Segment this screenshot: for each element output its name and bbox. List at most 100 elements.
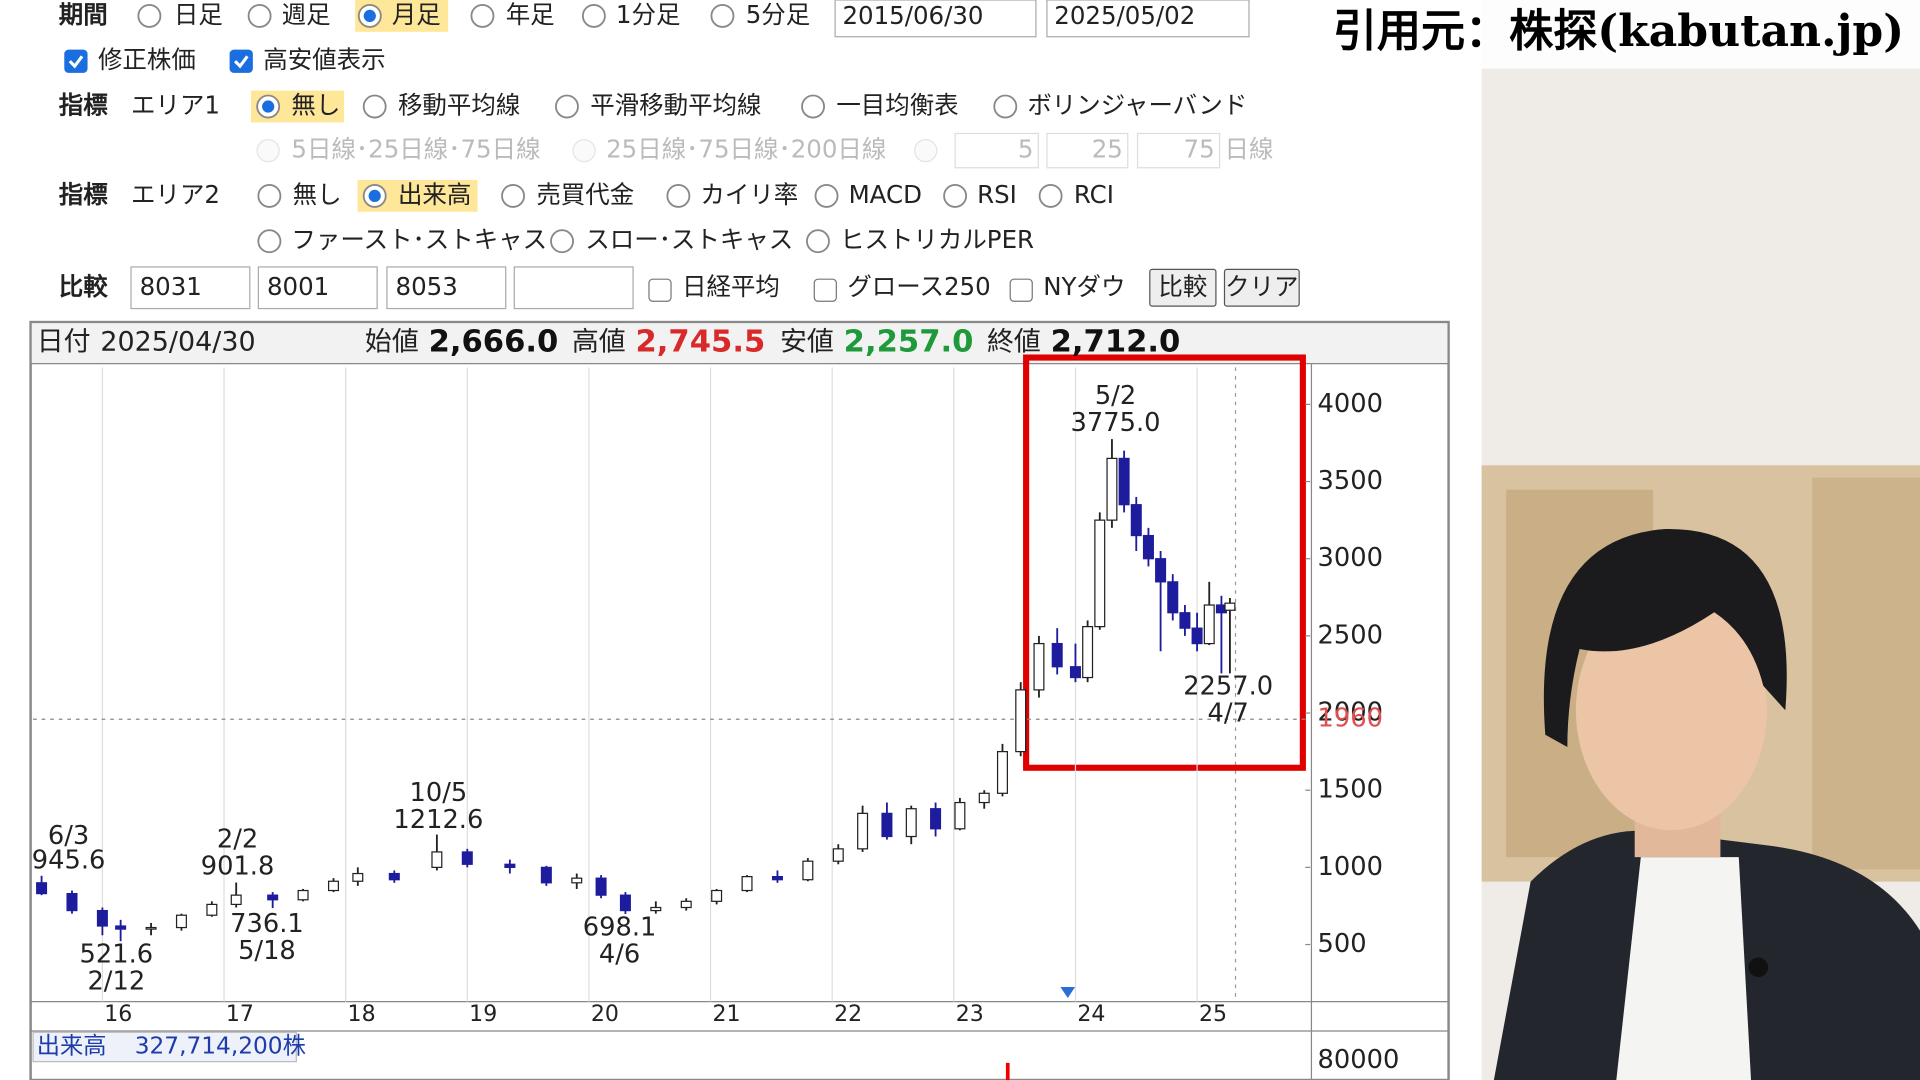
checkbox[interactable] xyxy=(229,49,253,73)
y-tick-label: 1500 xyxy=(1318,775,1383,805)
radio[interactable] xyxy=(814,183,839,208)
radio[interactable] xyxy=(550,229,574,254)
check-mark xyxy=(234,55,249,69)
radio[interactable] xyxy=(501,183,525,208)
radio[interactable] xyxy=(943,183,968,208)
candle-body xyxy=(881,812,893,838)
radio-label: 年足 xyxy=(506,0,555,29)
radio-label: カイリ率 xyxy=(700,180,798,209)
button[interactable] xyxy=(1149,268,1217,307)
label: NYダウ xyxy=(1043,272,1125,301)
radio[interactable] xyxy=(257,183,282,208)
ref-label: 1960 xyxy=(1318,704,1383,734)
radio-label: 無し xyxy=(293,180,342,209)
input[interactable] xyxy=(386,266,507,310)
label: 修正株価 xyxy=(98,45,196,74)
input[interactable] xyxy=(130,266,251,310)
disabled-input: 75 xyxy=(1184,135,1215,164)
radio[interactable] xyxy=(801,94,825,119)
candle-body xyxy=(741,876,753,892)
radio-label: 出来高 xyxy=(398,180,471,209)
x-tick-label: 25 xyxy=(1199,1002,1227,1027)
quote-field: 2,257.0 xyxy=(844,324,974,359)
highlight-box xyxy=(1023,354,1306,771)
label: 期間 xyxy=(59,0,108,29)
radio-label: 無し xyxy=(291,91,340,120)
annotation-date: 6/3 xyxy=(48,821,89,851)
candle-body xyxy=(802,860,814,881)
quote-field: 2,712.0 xyxy=(1051,324,1181,359)
radio-label: RSI xyxy=(977,180,1017,209)
checkbox[interactable] xyxy=(64,49,88,73)
input[interactable] xyxy=(513,266,634,310)
button[interactable] xyxy=(1223,268,1300,307)
input[interactable] xyxy=(1046,0,1250,38)
candle-body xyxy=(857,812,869,850)
radio[interactable] xyxy=(257,229,282,254)
annotation-price: 2257.0 xyxy=(1183,671,1273,701)
radio-label: 売買代金 xyxy=(536,180,634,209)
x-tick-label: 19 xyxy=(469,1002,497,1027)
label: 高安値表示 xyxy=(263,45,385,74)
input[interactable] xyxy=(834,0,1037,38)
radio[interactable] xyxy=(247,3,272,28)
radio[interactable] xyxy=(470,3,495,28)
face xyxy=(1575,590,1767,831)
label: 指標 xyxy=(59,91,108,120)
checkbox[interactable] xyxy=(813,278,837,302)
radio[interactable] xyxy=(581,3,606,28)
quote-field: 2,745.5 xyxy=(636,324,766,359)
content: 期間 日足 週足 月足 年足 1分足 5分足 2015/06/30 2025/05/02 修正株価… xyxy=(32,0,1400,1075)
microphone xyxy=(1748,957,1769,978)
candle-body xyxy=(267,894,279,901)
x-tick-label: 16 xyxy=(104,1002,132,1027)
input-disabled xyxy=(954,132,1039,169)
volume-label: 出来高 xyxy=(37,1032,107,1059)
candle-body xyxy=(1051,642,1063,668)
chart-frame xyxy=(29,320,1450,1080)
y-tick-label: 3000 xyxy=(1318,543,1383,573)
input[interactable] xyxy=(257,266,378,310)
radio[interactable] xyxy=(666,183,691,208)
radio[interactable] xyxy=(555,94,579,119)
radio[interactable] xyxy=(362,94,387,119)
radio[interactable] xyxy=(1038,183,1063,208)
annotation-date: 2/2 xyxy=(217,825,258,855)
radio-label: スロー･ストキャス xyxy=(585,225,793,254)
label: 日経平均 xyxy=(682,272,780,301)
radio-disabled xyxy=(256,138,280,163)
radio[interactable] xyxy=(137,3,162,28)
quote-field: 始値 xyxy=(365,326,419,357)
annotation-price: 945.6 xyxy=(32,845,106,875)
disabled-label: 25日線･75日線･200日線 xyxy=(606,135,886,164)
candle-body xyxy=(388,872,400,881)
checkbox[interactable] xyxy=(1009,278,1033,302)
quote-field: 安値 xyxy=(780,326,834,357)
x-tick-label: 24 xyxy=(1077,1002,1105,1027)
candle-body xyxy=(206,903,218,916)
hair xyxy=(1543,528,1787,747)
annotation-date: 5/2 xyxy=(1095,381,1136,411)
candle-body xyxy=(978,792,990,804)
button-label: クリア xyxy=(1225,272,1298,301)
date-input: 2025/05/02 xyxy=(1054,1,1195,30)
credit: 引用元：株探(kabutan.jp) xyxy=(1333,6,1904,57)
radio-disabled xyxy=(914,138,938,163)
radio[interactable] xyxy=(993,94,1018,119)
candle-body xyxy=(1167,581,1179,614)
radio-label: MACD xyxy=(849,180,922,209)
volume-tick-label: 80000 xyxy=(1318,1045,1400,1075)
radio[interactable] xyxy=(710,3,735,28)
candle-body xyxy=(771,876,783,881)
radio-label: 週足 xyxy=(282,0,331,29)
candle-body xyxy=(680,900,692,909)
quote-field: 日付 xyxy=(37,326,91,357)
credit-bg xyxy=(1371,0,1920,69)
candle-body xyxy=(115,925,127,930)
radio[interactable] xyxy=(806,229,830,254)
radio-dot xyxy=(262,100,275,113)
candle-body xyxy=(1033,642,1045,691)
checkbox[interactable] xyxy=(648,278,672,302)
annotation-date: 2/12 xyxy=(87,967,145,997)
